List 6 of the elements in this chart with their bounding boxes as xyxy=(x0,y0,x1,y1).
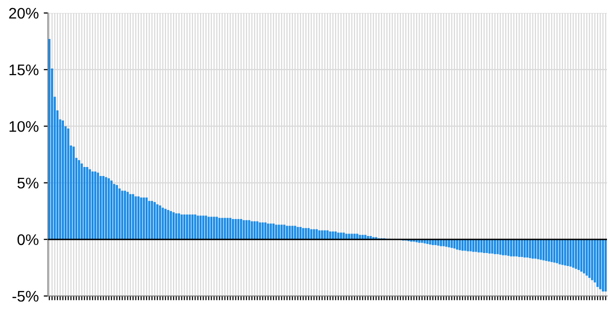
y-tick-label: 5% xyxy=(18,178,38,188)
y-tick-label: -5% xyxy=(12,290,38,302)
y-tick-label: 20% xyxy=(9,8,38,19)
y-tick-label: 15% xyxy=(10,64,38,76)
y-tick-label: 0% xyxy=(17,234,38,246)
y-tick-label: 10% xyxy=(10,121,38,132)
